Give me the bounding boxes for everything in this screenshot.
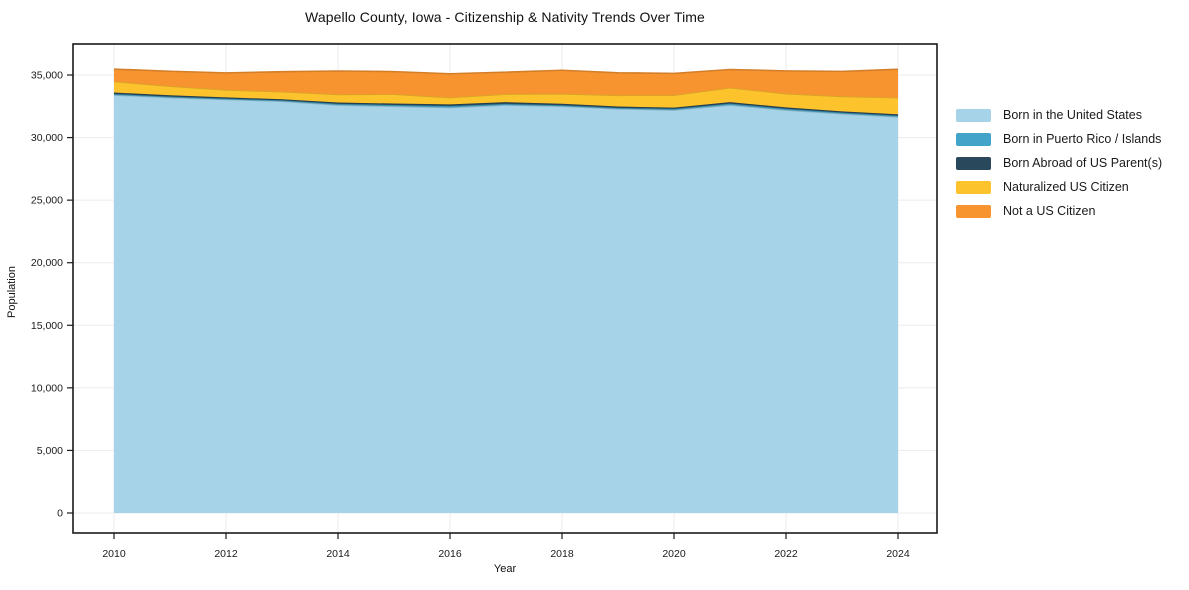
area-born-abroad-of-us-parent-s: [114, 92, 898, 116]
legend-item-naturalized-us-citizen: Naturalized US Citizen: [956, 175, 1162, 199]
x-tick-label: 2010: [102, 548, 126, 560]
x-tick-label: 2012: [214, 548, 238, 560]
area-not-a-us-citizen: [114, 69, 898, 98]
legend-swatch-icon: [956, 156, 991, 170]
legend: Born in the United States Born in Puerto …: [956, 103, 1162, 223]
y-tick-label: 20,000: [31, 257, 63, 269]
y-axis-label: Population: [6, 266, 18, 318]
area-born-in-the-united-states: [114, 95, 898, 513]
legend-label: Born Abroad of US Parent(s): [1003, 156, 1163, 170]
y-tick-label: 25,000: [31, 195, 63, 207]
x-tick-label: 2014: [326, 548, 350, 560]
x-tick-label: 2024: [886, 548, 910, 560]
y-tick-label: 15,000: [31, 320, 63, 332]
area-naturalized-us-citizen: [114, 81, 898, 115]
y-tick-label: 30,000: [31, 132, 63, 144]
legend-swatch-icon: [956, 180, 991, 194]
x-tick-label: 2016: [438, 548, 462, 560]
y-tick-label: 5,000: [37, 445, 63, 457]
x-axis-label: Year: [493, 563, 517, 575]
legend-swatch-icon: [956, 204, 991, 218]
x-tick-label: 2022: [774, 548, 798, 560]
legend-label: Born in Puerto Rico / Islands: [1003, 132, 1162, 146]
legend-label: Not a US Citizen: [1003, 204, 1096, 218]
x-tick-label: 2020: [662, 548, 686, 560]
y-tick-label: 10,000: [31, 382, 63, 394]
stacked-areas: [113, 68, 899, 513]
y-tick-label: 35,000: [31, 70, 63, 82]
legend-swatch-icon: [956, 132, 991, 146]
legend-item-born-abroad-of-us-parent-s: Born Abroad of US Parent(s): [956, 151, 1162, 175]
chart-title: Wapello County, Iowa - Citizenship & Nat…: [305, 9, 705, 25]
plot-border: [72, 43, 938, 534]
legend-item-born-in-puerto-rico-islands: Born in Puerto Rico / Islands: [956, 127, 1162, 151]
x-tick-label: 2018: [550, 548, 574, 560]
x-tick-labels: 2010 2012 2014 2016 2018 2020 2022 2024: [102, 533, 910, 560]
legend-label: Naturalized US Citizen: [1003, 180, 1129, 194]
legend-item-born-in-the-united-states: Born in the United States: [956, 103, 1162, 127]
legend-item-not-a-us-citizen: Not a US Citizen: [956, 199, 1162, 223]
y-tick-label: 0: [57, 508, 63, 520]
y-tick-labels: 0 5,000 10,000 15,000 20,000 25,000 30,000 35,0…: [31, 70, 73, 520]
legend-swatch-icon: [956, 108, 991, 122]
legend-label: Born in the United States: [1003, 108, 1142, 122]
area-edge-not-a-us-citizen: [113, 68, 899, 75]
